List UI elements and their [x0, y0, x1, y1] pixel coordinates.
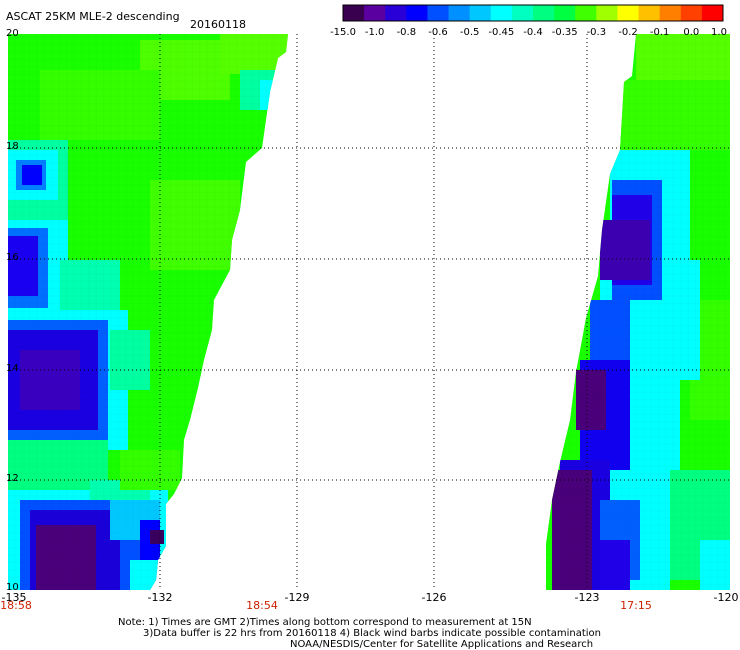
- colorbar-segment: [490, 5, 513, 21]
- note-line-2: 3)Data buffer is 22 hrs from 20160118 4)…: [143, 628, 601, 639]
- lat-label-12: 12: [6, 473, 19, 484]
- lat-label-18: 18: [6, 141, 19, 152]
- colorbar: [342, 4, 724, 22]
- colorbar-tick-label: -0.8: [396, 27, 417, 38]
- lat-label-10: 10: [6, 582, 19, 593]
- product-date: 20160118: [190, 18, 246, 31]
- lon-label-126: -126: [421, 591, 447, 604]
- colorbar-segment: [448, 5, 471, 21]
- lon-label-132: -132: [147, 591, 173, 604]
- colorbar-tick-label: -0.35: [551, 27, 578, 38]
- colorbar-segment: [638, 5, 661, 21]
- left-swath: [8, 34, 288, 590]
- colorbar-tick-label: -0.45: [488, 27, 515, 38]
- note-line-3: NOAA/NESDIS/Center for Satellite Applica…: [290, 639, 594, 650]
- colorbar-tick-label: -0.4: [523, 27, 543, 38]
- lat-label-20: 20: [6, 28, 19, 39]
- colorbar-tick-label: -1.0: [364, 27, 385, 38]
- colorbar-tick-label: -15.0: [330, 27, 356, 38]
- time-label-middle: 18:54: [246, 599, 278, 612]
- colorbar-segment: [427, 5, 450, 21]
- colorbar-segment: [659, 5, 682, 21]
- colorbar-segment: [343, 5, 365, 21]
- colorbar-tick-label: -0.1: [649, 27, 670, 38]
- lat-label-14: 14: [6, 363, 19, 374]
- lon-label-123: -123: [574, 591, 600, 604]
- colorbar-segment: [385, 5, 407, 21]
- colorbar-segment: [680, 5, 703, 21]
- colorbar-tick-label: 1.0: [711, 27, 727, 38]
- note-line-1: Note: 1) Times are GMT 2)Times along bot…: [118, 617, 532, 628]
- colorbar-segment: [575, 5, 597, 21]
- map-plot-area: [8, 34, 730, 590]
- time-label-right: 17:15: [620, 599, 652, 612]
- colorbar-tick-label: -0.5: [459, 27, 480, 38]
- colorbar-segment: [533, 5, 555, 21]
- colorbar-segment: [554, 5, 576, 21]
- lat-label-16: 16: [6, 252, 19, 263]
- lon-label-135: -135: [1, 591, 27, 604]
- colorbar-segment: [364, 5, 386, 21]
- colorbar-segment: [596, 5, 618, 21]
- colorbar-tick-label: -0.2: [618, 27, 638, 38]
- colorbar-segment: [511, 5, 534, 21]
- right-swath: [546, 34, 730, 590]
- lon-label-129: -129: [284, 591, 310, 604]
- gridlines: [8, 34, 730, 590]
- colorbar-tick-label: 0.0: [683, 27, 700, 38]
- colorbar-segment: [406, 5, 428, 21]
- product-title: ASCAT 25KM MLE-2 descending: [6, 10, 180, 23]
- colorbar-border: [342, 4, 724, 22]
- colorbar-segment: [617, 5, 640, 21]
- lon-label-120: -120: [713, 591, 739, 604]
- time-label-left: 18:58: [0, 599, 32, 612]
- colorbar-segment: [469, 5, 492, 21]
- colorbar-segment: [701, 5, 724, 21]
- colorbar-tick-label: -0.6: [428, 27, 448, 38]
- colorbar-tick-label: -0.3: [586, 27, 607, 38]
